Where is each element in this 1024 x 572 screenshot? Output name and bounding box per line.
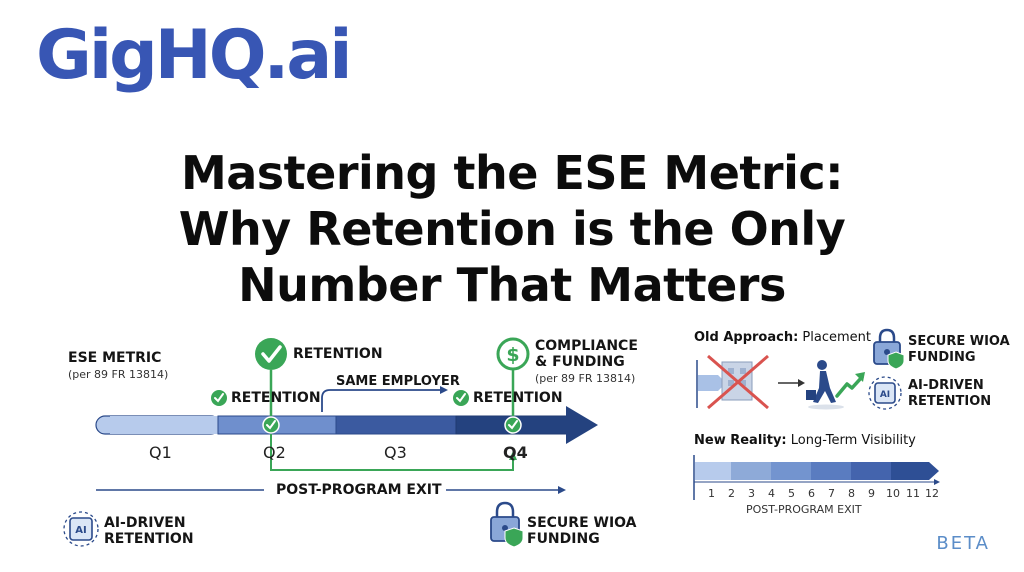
month-tick: 1 <box>708 487 715 500</box>
right-secure-line1: SECURE WIOA <box>908 334 1010 349</box>
long-term-bar-seg-3 <box>771 462 811 480</box>
post-exit-arrow-head <box>558 486 566 494</box>
check-small-q2-icon <box>211 390 227 406</box>
month-tick: 8 <box>848 487 855 500</box>
check-small-q4-icon <box>453 390 469 406</box>
svg-text:AI: AI <box>75 525 86 536</box>
trend-up-arrow-icon <box>835 372 865 398</box>
check-circle-large-icon <box>255 338 287 370</box>
walking-person-icon <box>806 360 844 410</box>
lock-shield-icon <box>490 501 524 548</box>
quarter-q2: Q2 <box>263 443 286 462</box>
svg-text:AI: AI <box>880 390 890 400</box>
new-reality-rest: Long-Term Visibility <box>786 433 916 448</box>
old-approach-arrow-head <box>798 379 805 387</box>
quarter-q4: Q4 <box>503 443 528 462</box>
beta-badge: BETA <box>936 533 990 554</box>
check-on-bar-q4-icon <box>504 416 522 434</box>
quarter-q1: Q1 <box>149 443 172 462</box>
ai-driven-label-line1: AI-DRIVEN <box>104 515 186 531</box>
cross-out-line-2 <box>707 354 769 410</box>
month-tick: 2 <box>728 487 735 500</box>
old-arrow-shape <box>698 375 726 391</box>
q2-q4-bracket <box>270 434 514 471</box>
ai-driven-label-line2: RETENTION <box>104 531 194 547</box>
long-term-bar-seg-4 <box>811 462 851 480</box>
month-tick-row: 1 2 3 4 5 6 7 8 9 10 11 12 <box>694 487 944 501</box>
secure-wioa-label-line1: SECURE WIOA <box>527 515 637 531</box>
quarter-q3: Q3 <box>384 443 407 462</box>
page-title-line-1: Mastering the ESE Metric: <box>180 146 844 200</box>
funding-label: & FUNDING <box>535 354 625 370</box>
long-term-bar-seg-6 <box>891 462 929 480</box>
retention-top-label: RETENTION <box>293 346 383 362</box>
ese-metric-label: ESE METRIC <box>68 350 162 366</box>
long-term-bar-arrow-head <box>929 462 939 480</box>
svg-text:$: $ <box>506 344 519 366</box>
long-term-bar-seg-1 <box>695 462 731 480</box>
ai-chip-icon: AI <box>63 511 99 547</box>
secure-wioa-label-line2: FUNDING <box>527 531 600 547</box>
new-reality-bold: New Reality: <box>694 433 787 448</box>
bar-segment-q3 <box>335 415 457 435</box>
post-program-exit-label: POST-PROGRAM EXIT <box>276 482 442 498</box>
month-tick: 9 <box>868 487 875 500</box>
month-tick: 7 <box>828 487 835 500</box>
month-tick: 12 <box>925 487 939 500</box>
new-reality-heading: New Reality: Long-Term Visibility <box>694 433 916 448</box>
page-title-line-3: Number That Matters <box>238 258 786 312</box>
same-employer-arrow <box>321 389 440 412</box>
retention-q2-label: RETENTION <box>231 390 321 406</box>
bar-arrow-head <box>566 406 598 444</box>
ai-chip-right-icon: AI <box>868 376 902 410</box>
old-approach-bold: Old Approach: <box>694 330 799 345</box>
month-tick: 4 <box>768 487 775 500</box>
month-tick: 6 <box>808 487 815 500</box>
right-ai-line2: RETENTION <box>908 394 992 409</box>
page-title-line-2: Why Retention is the Only <box>178 202 846 256</box>
old-approach-rest: Placement <box>798 330 871 345</box>
right-secure-line2: FUNDING <box>908 350 976 365</box>
same-employer-label: SAME EMPLOYER <box>336 374 460 389</box>
long-term-bar-seg-2 <box>731 462 771 480</box>
lock-shield-right-icon <box>873 328 905 370</box>
retention-q4-label: RETENTION <box>473 390 563 406</box>
right-post-exit-label: POST-PROGRAM EXIT <box>746 503 862 516</box>
gighq-logo: GigHQ.ai <box>36 16 353 95</box>
ese-metric-ref: (per 89 FR 13814) <box>68 368 169 381</box>
month-tick: 11 <box>906 487 920 500</box>
long-term-bar-seg-5 <box>851 462 891 480</box>
bar-segment-q1-fill <box>110 416 220 434</box>
old-approach-heading: Old Approach: Placement <box>694 330 871 345</box>
check-on-bar-q2-icon <box>262 416 280 434</box>
compliance-ref: (per 89 FR 13814) <box>535 372 636 385</box>
right-ai-line1: AI-DRIVEN <box>908 378 984 393</box>
month-tick: 10 <box>886 487 900 500</box>
dollar-circle-icon: $ <box>496 337 530 371</box>
month-tick: 5 <box>788 487 795 500</box>
compliance-label: COMPLIANCE <box>535 338 638 354</box>
month-tick: 3 <box>748 487 755 500</box>
